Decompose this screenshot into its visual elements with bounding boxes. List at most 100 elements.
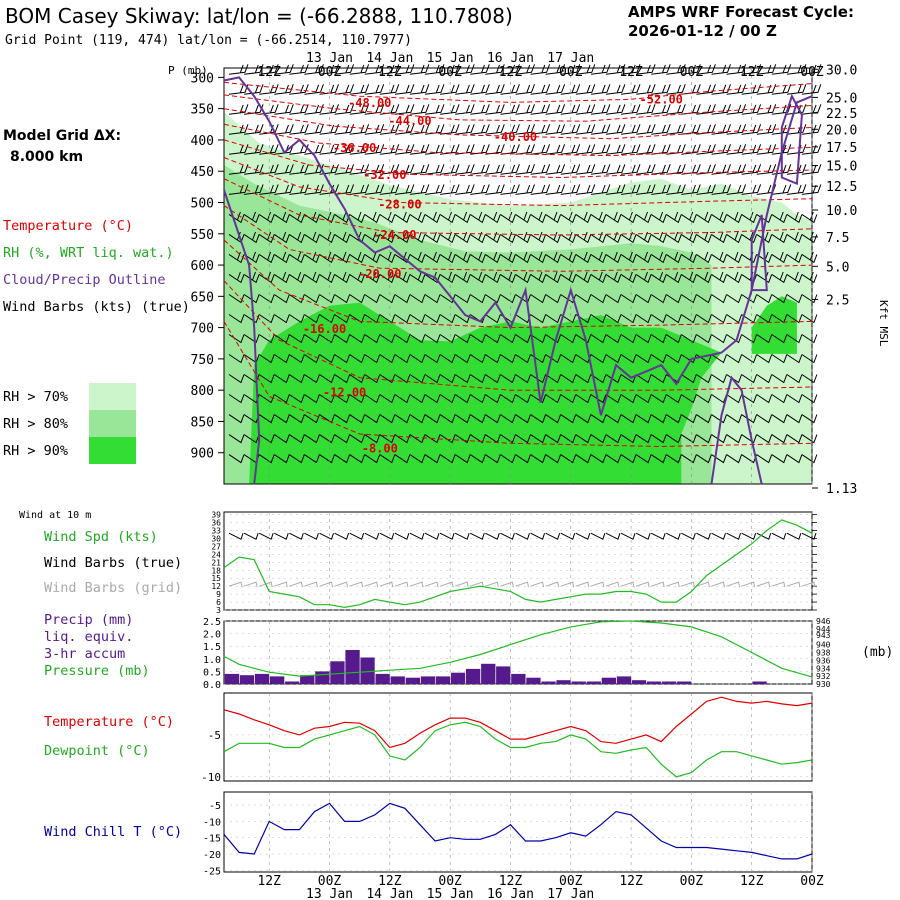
temperature-tick-label: -10	[201, 771, 221, 784]
wind-barb	[726, 454, 743, 464]
wind-barb	[289, 294, 305, 304]
wind-barb	[454, 354, 471, 364]
wind-barb-10m-grid	[515, 581, 529, 588]
wind-barb	[696, 211, 712, 224]
wind-barb	[696, 144, 716, 155]
wind-barb	[545, 334, 562, 344]
wind-barb	[500, 104, 520, 115]
wind-barb	[394, 354, 411, 364]
precip-tick-label: 1.5	[203, 642, 221, 653]
wind-barb	[244, 184, 264, 195]
precip-bar	[315, 671, 330, 684]
wind-barb	[801, 374, 818, 384]
wind-barb	[304, 124, 324, 135]
wind-barb-10m-grid	[500, 581, 514, 588]
temperature-contour-label: -12.00	[323, 386, 366, 400]
wind-barb	[696, 271, 712, 284]
wind-barb	[590, 374, 607, 384]
wind-barb	[289, 231, 305, 244]
wind-speed-tick-label: 33	[211, 527, 221, 536]
wind-barb	[228, 124, 249, 135]
precip-bar	[270, 676, 285, 684]
wind-barb	[650, 374, 667, 384]
wind-barb	[439, 414, 456, 424]
wind-barb	[530, 454, 547, 464]
wind-barb	[259, 144, 279, 155]
wind-barb	[726, 414, 743, 424]
wind-barb	[455, 64, 475, 75]
wind-barb	[364, 84, 385, 95]
wind-barb	[741, 334, 758, 344]
top-day-label: 15 Jan	[427, 51, 474, 66]
wind-barb	[485, 314, 501, 324]
wind-barb	[801, 454, 818, 464]
wind-barb	[364, 294, 381, 304]
wind-barb	[635, 394, 652, 404]
wind-barb-10m-grid	[651, 581, 665, 588]
wind-barb	[334, 271, 351, 284]
wind-barb	[726, 271, 743, 284]
pressure-tick-label: 300	[191, 71, 214, 86]
precip-bar	[300, 675, 315, 684]
temperature-contour-label: -16.00	[303, 322, 346, 336]
wind-barb	[605, 84, 626, 95]
wind-barb	[666, 434, 682, 444]
temperature-contour	[223, 94, 813, 122]
wind-barb	[258, 434, 275, 444]
wind-barb	[454, 434, 471, 444]
precip-bar	[496, 666, 511, 684]
wind-barb	[454, 251, 471, 264]
precip-bar	[420, 676, 436, 684]
temperature-tick-label: -5	[208, 729, 221, 742]
wind-barb	[575, 271, 592, 284]
wind-barb-10m	[620, 532, 636, 540]
wind-barb	[801, 164, 822, 175]
wind-barb	[545, 314, 562, 324]
wind-barb	[304, 294, 320, 304]
wind-barb	[786, 84, 807, 95]
temperature-contour-label: -44.00	[388, 114, 431, 128]
precip-bar	[254, 673, 270, 684]
wind-barb	[319, 334, 335, 344]
wind-barb	[349, 294, 366, 304]
wind-barb	[651, 184, 671, 195]
wind-barb	[228, 354, 245, 364]
wind-barb-10m	[650, 532, 666, 540]
wind-chill-line	[223, 802, 813, 860]
wind-barb	[439, 334, 456, 344]
temperature-panel-frame	[223, 692, 813, 782]
wind-barb	[801, 144, 822, 155]
pressure-tick-label: 938	[816, 649, 831, 658]
wind-barb	[635, 271, 652, 284]
pressure-tick-label: 500	[191, 196, 214, 211]
bottom-day-label: 17 Jan	[547, 887, 594, 900]
wind-barb	[696, 231, 712, 244]
wind-barb	[530, 231, 547, 244]
wind-barb	[545, 454, 562, 464]
precip-bar	[285, 681, 300, 684]
wind-barb	[424, 84, 445, 95]
wind-barb	[575, 164, 596, 175]
wind-barb-10m	[364, 532, 380, 540]
wind-barb	[440, 84, 460, 95]
wind-barb	[696, 184, 716, 195]
bottom-hour-label: 00Z	[680, 874, 704, 889]
wind-barb	[228, 104, 249, 115]
cross-section-panel	[218, 64, 822, 489]
wind-barb	[771, 84, 792, 95]
wind-barb-10m-grid	[590, 581, 605, 588]
precip-bar	[752, 681, 767, 684]
wind-barb-10m	[470, 532, 485, 540]
wind-barb	[666, 414, 682, 424]
bottom-hour-label: 12Z	[378, 874, 402, 889]
precip-bar	[511, 673, 526, 684]
wind-barb	[334, 231, 351, 244]
wind-barb	[696, 251, 712, 264]
wind-barb-10m-grid	[756, 581, 771, 588]
wind-barb	[545, 144, 566, 155]
wind-speed-tick-label: 21	[211, 558, 221, 567]
temperature-contour-label: -28.00	[378, 197, 421, 211]
wind-barb	[455, 84, 475, 95]
wind-barb	[756, 124, 777, 135]
wind-barb	[651, 104, 671, 115]
